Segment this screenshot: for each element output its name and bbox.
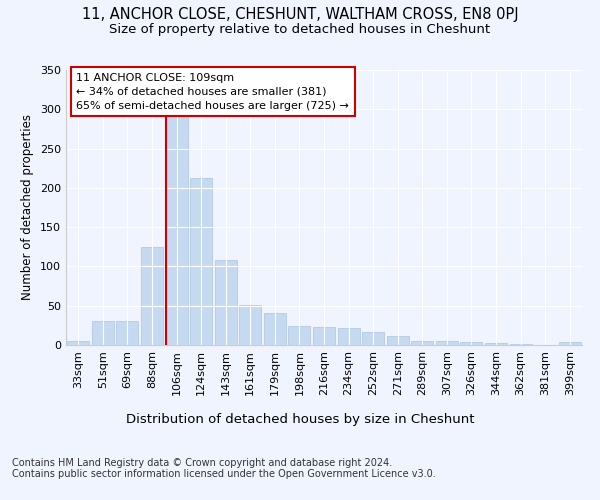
Bar bbox=[460, 342, 482, 345]
Text: Distribution of detached houses by size in Cheshunt: Distribution of detached houses by size … bbox=[126, 412, 474, 426]
Bar bbox=[116, 322, 139, 345]
Bar bbox=[362, 332, 384, 345]
Bar bbox=[141, 247, 163, 345]
Y-axis label: Number of detached properties: Number of detached properties bbox=[22, 114, 34, 300]
Bar bbox=[313, 327, 335, 345]
Text: 11, ANCHOR CLOSE, CHESHUNT, WALTHAM CROSS, EN8 0PJ: 11, ANCHOR CLOSE, CHESHUNT, WALTHAM CROS… bbox=[82, 8, 518, 22]
Text: 11 ANCHOR CLOSE: 109sqm
← 34% of detached houses are smaller (381)
65% of semi-d: 11 ANCHOR CLOSE: 109sqm ← 34% of detache… bbox=[76, 72, 349, 110]
Bar bbox=[386, 336, 409, 345]
Bar bbox=[289, 326, 310, 345]
Bar bbox=[239, 305, 262, 345]
Bar bbox=[509, 344, 532, 345]
Bar bbox=[166, 113, 188, 345]
Text: Contains HM Land Registry data © Crown copyright and database right 2024.
Contai: Contains HM Land Registry data © Crown c… bbox=[12, 458, 436, 479]
Bar bbox=[338, 328, 359, 345]
Bar bbox=[436, 341, 458, 345]
Bar bbox=[411, 341, 433, 345]
Bar bbox=[190, 178, 212, 345]
Bar bbox=[559, 342, 581, 345]
Bar bbox=[264, 313, 286, 345]
Bar bbox=[67, 341, 89, 345]
Bar bbox=[485, 342, 507, 345]
Bar bbox=[215, 260, 237, 345]
Bar bbox=[92, 322, 114, 345]
Text: Size of property relative to detached houses in Cheshunt: Size of property relative to detached ho… bbox=[109, 22, 491, 36]
